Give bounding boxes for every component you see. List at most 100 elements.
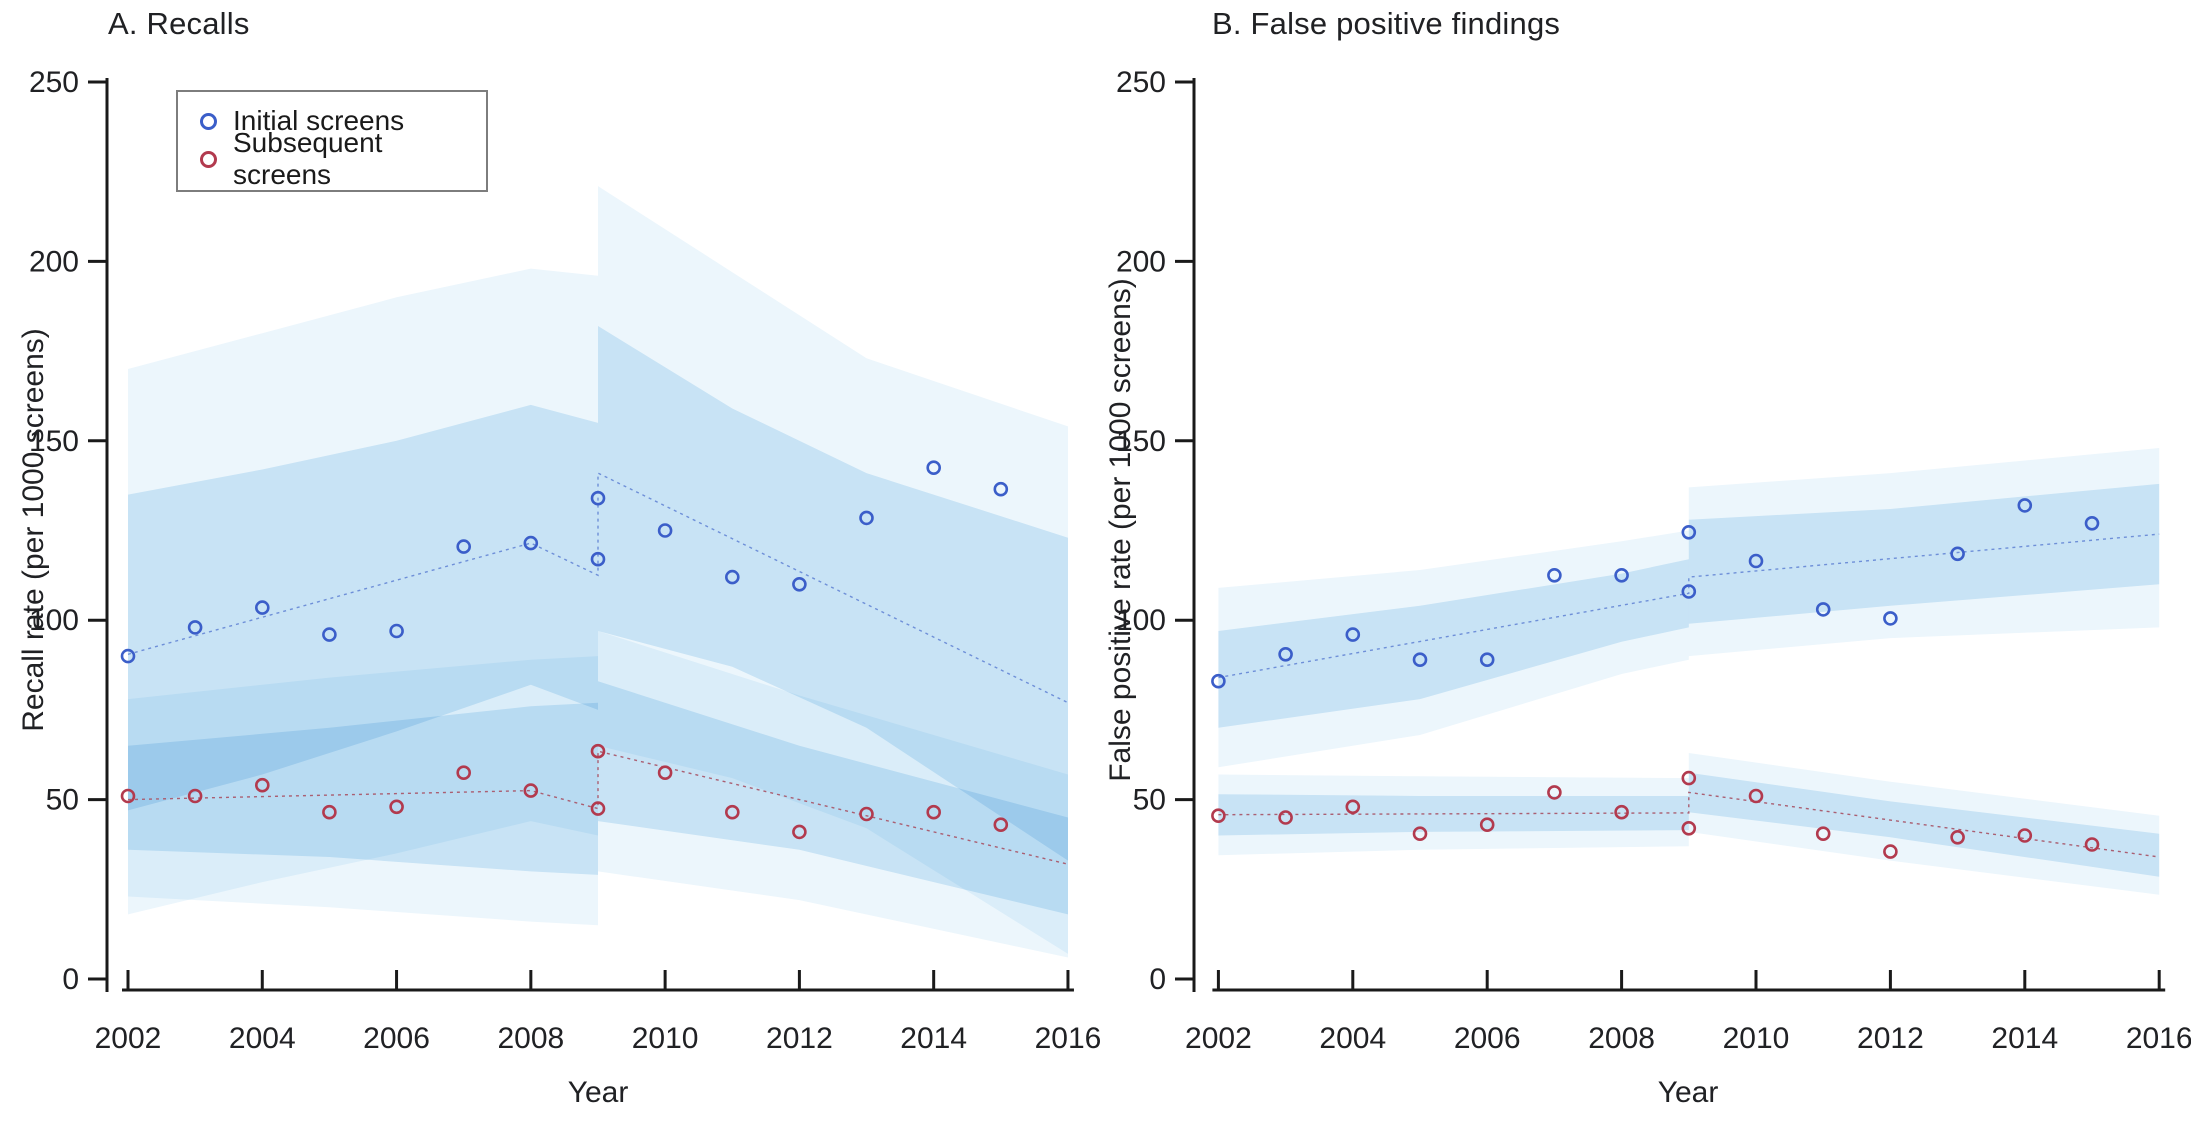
data-point <box>1278 810 1293 825</box>
data-point <box>1883 844 1898 859</box>
data-point <box>1815 826 1831 842</box>
x-tick-label: 2006 <box>1454 1022 1521 1055</box>
data-point <box>254 600 270 615</box>
data-point <box>657 765 673 781</box>
x-tick-label: 2004 <box>1319 1022 1386 1055</box>
data-point <box>1950 546 1965 562</box>
data-point <box>859 510 874 526</box>
data-point <box>1950 829 1965 845</box>
data-point <box>1547 567 1562 583</box>
y-tick-label: 150 <box>29 425 79 458</box>
data-point <box>1681 820 1697 836</box>
y-tick-label: 50 <box>1133 784 1166 817</box>
y-tick-label: 0 <box>1149 963 1166 996</box>
fit-line <box>127 471 1069 704</box>
confidence-band <box>1688 483 2160 624</box>
data-point <box>1614 804 1629 820</box>
data-point <box>389 799 404 815</box>
data-point <box>859 806 874 822</box>
panel-a-title: A. Recalls <box>108 6 250 41</box>
panel-a: 0 50 100 150 200 250 2002 2004 2006 2008 2010 2012 2… <box>29 66 1101 1055</box>
x-tick-label: 2012 <box>766 1022 833 1055</box>
data-point <box>1681 584 1697 599</box>
data-point <box>1278 646 1293 662</box>
x-tick-label: 2006 <box>363 1022 430 1055</box>
x-tick-label: 2004 <box>229 1022 296 1055</box>
initial-screens-marker-icon <box>200 112 217 130</box>
data-point <box>1614 567 1629 583</box>
data-point <box>120 788 136 804</box>
data-point <box>2084 837 2100 852</box>
data-point <box>187 788 203 804</box>
y-tick-label: 50 <box>46 784 79 817</box>
legend-label: Subsequent screens <box>233 127 383 190</box>
panel-a-y-axis-label: Recall rate (per 1000 screens) <box>17 328 50 732</box>
data-point <box>1883 611 1898 626</box>
data-point <box>2084 515 2100 531</box>
data-point <box>590 743 606 759</box>
data-point <box>724 804 740 820</box>
confidence-band <box>128 404 598 811</box>
x-tick-label: 2014 <box>1991 1022 2058 1055</box>
data-point <box>254 777 270 793</box>
data-point <box>926 804 942 820</box>
data-point <box>590 551 606 567</box>
y-tick-label: 200 <box>1116 245 1166 278</box>
confidence-band <box>128 702 598 875</box>
data-point <box>1681 770 1697 786</box>
data-point <box>792 576 807 592</box>
data-point <box>590 801 606 816</box>
x-tick-label: 2012 <box>1857 1022 1924 1055</box>
data-point <box>1681 524 1697 540</box>
data-point <box>1748 553 1764 569</box>
fit-line <box>1218 791 2160 858</box>
y-tick-label: 150 <box>1116 425 1166 458</box>
x-tick-label: 2002 <box>1185 1022 1252 1055</box>
x-tick-label: 2002 <box>95 1022 162 1055</box>
data-point <box>389 623 404 639</box>
panel-b-y-axis-label: False positive rate (per 1000 screens) <box>1104 278 1137 782</box>
y-tick-label: 0 <box>62 963 79 996</box>
data-point <box>1345 627 1361 642</box>
data-point <box>120 648 136 664</box>
data-point <box>792 824 807 840</box>
data-point <box>456 765 472 781</box>
data-point <box>590 490 606 506</box>
data-point <box>456 539 472 554</box>
data-point <box>1479 652 1495 668</box>
data-point <box>993 481 1009 497</box>
x-tick-label: 2010 <box>632 1022 699 1055</box>
legend-item-initial-screens: Initial screens <box>178 102 486 140</box>
y-tick-label: 100 <box>29 604 79 637</box>
confidence-band <box>1218 794 1689 836</box>
y-tick-label: 250 <box>1116 66 1166 99</box>
data-point <box>2017 498 2033 513</box>
fit-line <box>127 750 1069 865</box>
data-point <box>1345 799 1361 815</box>
x-tick-label: 2010 <box>1723 1022 1790 1055</box>
x-tick-label: 2014 <box>900 1022 967 1055</box>
panel-b-x-axis-label: Year <box>1657 1076 1719 1109</box>
confidence-band <box>598 326 1068 861</box>
data-point <box>1211 808 1226 824</box>
y-tick-label: 250 <box>29 66 79 99</box>
legend-item-subsequent-screens: Subsequent screens <box>178 127 486 190</box>
data-point <box>322 804 337 820</box>
panel-b: 0 50 100 150 200 250 2002 2004 2006 2008 2010 2012 2… <box>1116 66 2191 1055</box>
legend-label: Initial screens <box>233 105 405 136</box>
data-point <box>1479 817 1495 833</box>
data-point <box>1211 673 1226 689</box>
x-tick-label: 2008 <box>497 1022 564 1055</box>
data-point <box>1547 785 1562 800</box>
panel-b-title: B. False positive findings <box>1212 6 1561 41</box>
legend-box: Initial screens Subsequent screens <box>176 90 488 192</box>
x-tick-label: 2016 <box>2126 1022 2191 1055</box>
data-point <box>724 569 740 585</box>
data-point <box>993 817 1009 833</box>
data-point <box>1412 652 1428 668</box>
data-point <box>1815 602 1831 617</box>
x-tick-label: 2016 <box>1035 1022 1102 1055</box>
confidence-band <box>1218 559 1689 728</box>
data-point <box>926 460 942 476</box>
